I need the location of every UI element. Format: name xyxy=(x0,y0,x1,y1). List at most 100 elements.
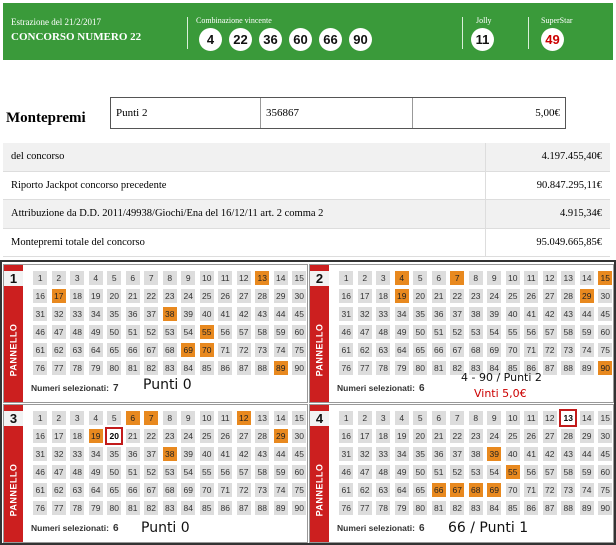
number-cell[interactable]: 22 xyxy=(448,287,467,305)
number-cell[interactable]: 28 xyxy=(253,427,272,445)
number-cell[interactable]: 46 xyxy=(31,323,50,341)
number-cell[interactable]: 39 xyxy=(485,445,504,463)
number-cell[interactable]: 54 xyxy=(179,323,198,341)
number-cell[interactable]: 18 xyxy=(68,427,87,445)
number-cell[interactable]: 81 xyxy=(430,359,449,377)
number-cell[interactable]: 18 xyxy=(68,287,87,305)
number-cell[interactable]: 48 xyxy=(374,463,393,481)
number-cell[interactable]: 16 xyxy=(31,287,50,305)
number-cell[interactable]: 80 xyxy=(411,359,430,377)
number-cell[interactable]: 15 xyxy=(290,269,309,287)
number-cell[interactable]: 36 xyxy=(124,305,143,323)
number-cell[interactable]: 81 xyxy=(430,499,449,517)
number-cell[interactable]: 46 xyxy=(31,463,50,481)
number-cell[interactable]: 69 xyxy=(485,481,504,499)
number-cell[interactable]: 72 xyxy=(541,341,560,359)
number-cell[interactable]: 76 xyxy=(31,499,50,517)
number-cell[interactable]: 68 xyxy=(161,481,180,499)
number-cell[interactable]: 2 xyxy=(50,269,69,287)
number-cell[interactable]: 52 xyxy=(142,463,161,481)
number-cell[interactable]: 71 xyxy=(216,341,235,359)
number-cell[interactable]: 2 xyxy=(356,409,375,427)
number-cell[interactable]: 59 xyxy=(578,463,597,481)
number-cell[interactable]: 22 xyxy=(142,427,161,445)
number-cell[interactable]: 85 xyxy=(504,359,523,377)
number-cell[interactable]: 26 xyxy=(216,287,235,305)
number-cell[interactable]: 8 xyxy=(161,269,180,287)
number-cell[interactable]: 90 xyxy=(290,359,309,377)
number-cell[interactable]: 76 xyxy=(337,499,356,517)
number-cell[interactable]: 79 xyxy=(393,499,412,517)
number-cell[interactable]: 3 xyxy=(374,409,393,427)
number-cell[interactable]: 40 xyxy=(504,305,523,323)
number-cell[interactable]: 27 xyxy=(541,287,560,305)
number-cell[interactable]: 29 xyxy=(578,427,597,445)
number-cell[interactable]: 65 xyxy=(411,341,430,359)
number-cell[interactable]: 34 xyxy=(87,445,106,463)
number-cell[interactable]: 84 xyxy=(179,499,198,517)
number-cell[interactable]: 35 xyxy=(105,445,124,463)
number-cell[interactable]: 44 xyxy=(578,445,597,463)
number-cell[interactable]: 33 xyxy=(374,445,393,463)
number-cell[interactable]: 53 xyxy=(467,463,486,481)
number-cell[interactable]: 14 xyxy=(272,269,291,287)
number-cell[interactable]: 41 xyxy=(216,305,235,323)
number-cell[interactable]: 77 xyxy=(356,359,375,377)
number-cell[interactable]: 14 xyxy=(578,269,597,287)
number-cell[interactable]: 9 xyxy=(485,409,504,427)
number-cell[interactable]: 82 xyxy=(142,499,161,517)
number-cell[interactable]: 78 xyxy=(374,359,393,377)
number-cell[interactable]: 58 xyxy=(253,463,272,481)
number-cell[interactable]: 84 xyxy=(485,499,504,517)
number-cell[interactable]: 16 xyxy=(31,427,50,445)
number-cell[interactable]: 30 xyxy=(290,287,309,305)
number-cell[interactable]: 34 xyxy=(393,305,412,323)
number-cell[interactable]: 65 xyxy=(411,481,430,499)
number-cell[interactable]: 52 xyxy=(142,323,161,341)
number-cell[interactable]: 28 xyxy=(253,287,272,305)
number-cell[interactable]: 64 xyxy=(87,481,106,499)
number-cell[interactable]: 41 xyxy=(216,445,235,463)
number-cell[interactable]: 69 xyxy=(179,341,198,359)
number-cell[interactable]: 21 xyxy=(430,287,449,305)
number-cell[interactable]: 64 xyxy=(393,341,412,359)
number-cell[interactable]: 59 xyxy=(578,323,597,341)
number-cell[interactable]: 35 xyxy=(411,445,430,463)
number-cell[interactable]: 57 xyxy=(541,323,560,341)
number-cell[interactable]: 83 xyxy=(161,499,180,517)
number-cell[interactable]: 37 xyxy=(142,305,161,323)
number-cell[interactable]: 33 xyxy=(68,305,87,323)
number-cell[interactable]: 73 xyxy=(559,341,578,359)
number-cell[interactable]: 42 xyxy=(541,305,560,323)
number-cell[interactable]: 59 xyxy=(272,323,291,341)
number-cell[interactable]: 65 xyxy=(105,341,124,359)
number-cell[interactable]: 81 xyxy=(124,499,143,517)
number-cell[interactable]: 79 xyxy=(87,499,106,517)
number-cell[interactable]: 40 xyxy=(198,445,217,463)
number-cell[interactable]: 53 xyxy=(161,323,180,341)
number-cell[interactable]: 64 xyxy=(87,341,106,359)
number-cell[interactable]: 67 xyxy=(142,481,161,499)
number-cell[interactable]: 38 xyxy=(467,305,486,323)
number-cell[interactable]: 53 xyxy=(467,323,486,341)
number-cell[interactable]: 22 xyxy=(448,427,467,445)
number-cell[interactable]: 33 xyxy=(68,445,87,463)
number-cell[interactable]: 42 xyxy=(235,445,254,463)
number-cell[interactable]: 52 xyxy=(448,323,467,341)
number-cell[interactable]: 21 xyxy=(124,287,143,305)
number-cell[interactable]: 62 xyxy=(50,481,69,499)
number-cell[interactable]: 13 xyxy=(253,269,272,287)
number-cell[interactable]: 71 xyxy=(216,481,235,499)
number-cell[interactable]: 23 xyxy=(161,287,180,305)
number-cell[interactable]: 11 xyxy=(216,409,235,427)
number-cell[interactable]: 68 xyxy=(161,341,180,359)
number-cell[interactable]: 6 xyxy=(430,409,449,427)
number-cell[interactable]: 19 xyxy=(393,287,412,305)
number-cell[interactable]: 72 xyxy=(541,481,560,499)
number-cell[interactable]: 7 xyxy=(448,409,467,427)
number-cell[interactable]: 7 xyxy=(142,269,161,287)
number-cell[interactable]: 19 xyxy=(393,427,412,445)
number-cell[interactable]: 46 xyxy=(337,463,356,481)
number-cell[interactable]: 30 xyxy=(596,287,615,305)
number-cell[interactable]: 78 xyxy=(68,499,87,517)
